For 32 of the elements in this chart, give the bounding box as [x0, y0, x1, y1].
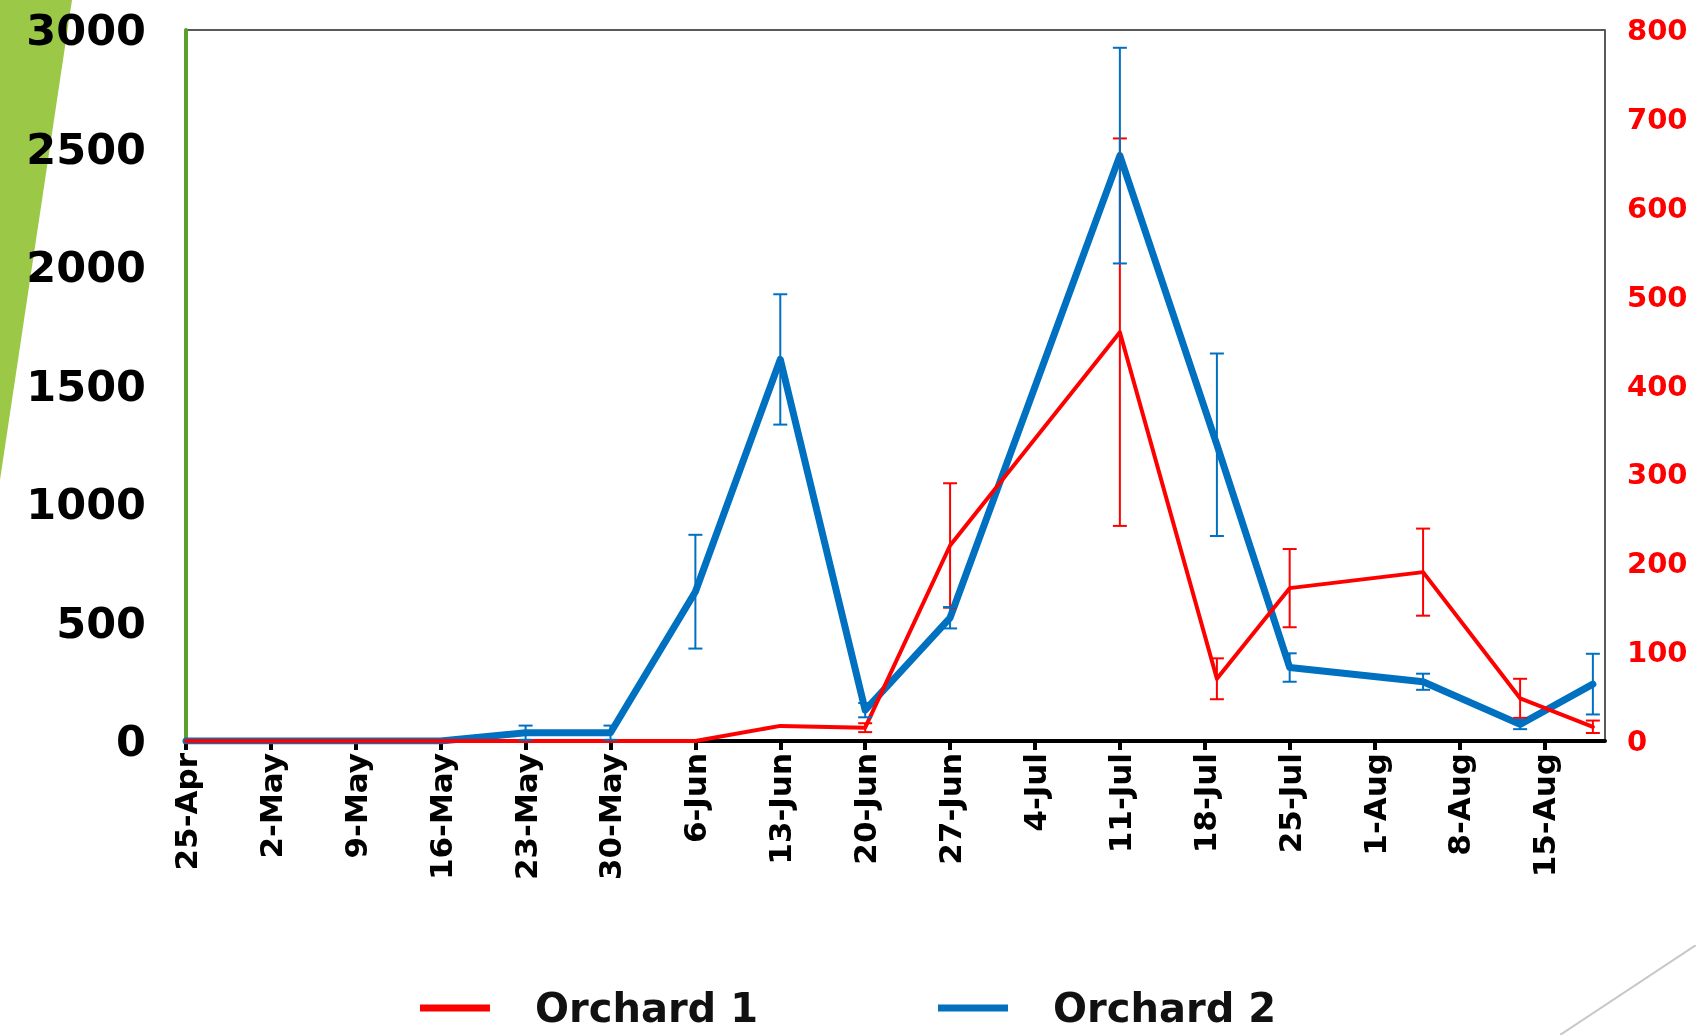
x-tick-label: 11-Jul	[1101, 753, 1138, 854]
y2-tick-label: 400	[1627, 368, 1688, 403]
y2-tick-label: 600	[1627, 190, 1688, 225]
x-tick-label: 9-May	[337, 753, 374, 859]
legend-label: Orchard 2	[1053, 985, 1277, 1031]
x-tick-label: 18-Jul	[1186, 753, 1223, 854]
y2-tick-label: 500	[1627, 279, 1688, 314]
x-tick-label: 25-Jul	[1271, 753, 1308, 854]
x-tick-label: 8-Aug	[1441, 753, 1478, 856]
x-tick-label: 27-Jun	[932, 753, 969, 865]
x-tick-label: 1-Aug	[1356, 753, 1393, 856]
y2-tick-label: 800	[1627, 13, 1688, 47]
x-tick-label: 6-Jun	[677, 753, 714, 844]
x-tick-label: 20-Jun	[847, 753, 884, 865]
y-tick-label: 1000	[26, 479, 146, 529]
x-tick-label: 4-Jul	[1016, 753, 1053, 832]
legend-label: Orchard 1	[534, 985, 758, 1031]
y2-tick-label: 700	[1627, 101, 1688, 136]
x-tick-label: 16-May	[422, 753, 459, 881]
x-tick-label: 15-Aug	[1526, 753, 1563, 878]
y2-tick-label: 0	[1627, 724, 1648, 758]
y2-tick-label: 300	[1627, 457, 1688, 492]
y-tick-label: 500	[56, 597, 146, 648]
x-tick-label: 30-May	[592, 753, 629, 881]
x-tick-label: 13-Jun	[762, 753, 799, 865]
y-tick-label: 0	[116, 716, 146, 766]
x-tick-label: 23-May	[507, 753, 544, 881]
x-tick-label: 2-May	[252, 753, 289, 859]
y-tick-label: 1500	[26, 360, 146, 411]
y2-tick-label: 100	[1627, 635, 1688, 670]
x-tick-label: 25-Apr	[168, 752, 204, 871]
y2-tick-label: 200	[1627, 546, 1688, 581]
